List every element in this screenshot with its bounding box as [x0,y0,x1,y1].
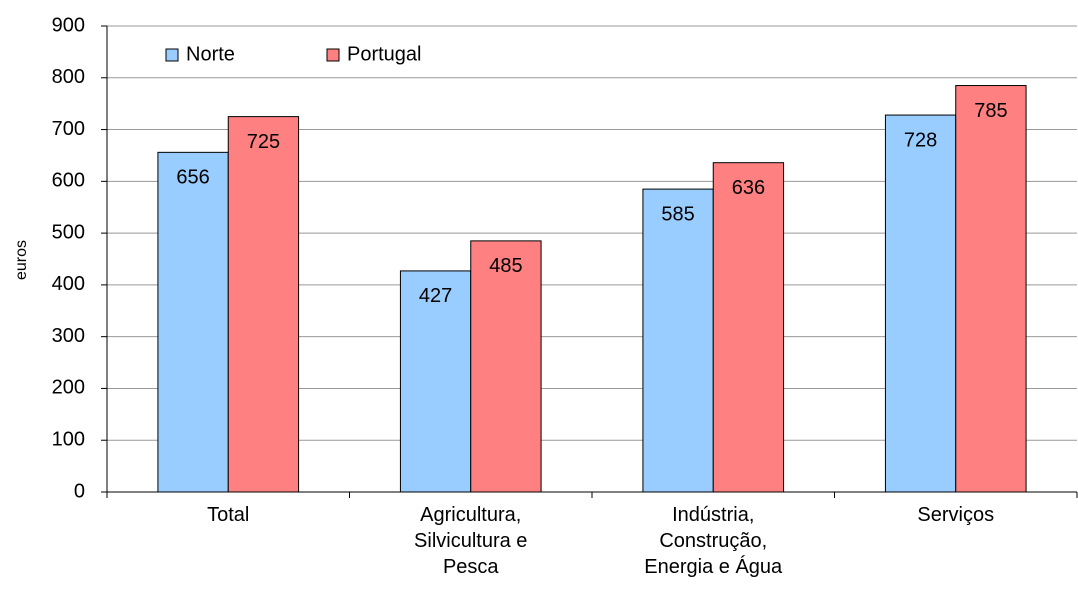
y-axis-label: euros [13,240,30,280]
y-tick-label: 100 [52,429,85,451]
x-tick-label-line: Total [207,504,249,526]
value-label: 427 [419,285,452,307]
y-tick-label: 500 [52,221,85,243]
value-label: 656 [176,167,209,189]
legend-swatch [165,48,179,62]
x-tick-label-line: Indústria, [672,504,754,526]
x-tick-label-line: Silvicultura e [414,530,527,552]
bar [157,151,229,493]
value-label: 585 [661,203,694,225]
x-tick-label: Agricultura, Silvicultura e Pesca [414,504,527,578]
bar [642,188,714,493]
bar [712,162,785,493]
x-tick-label-line: Pesca [443,556,499,578]
y-tick-label: 0 [74,480,85,502]
x-tick-label-line: Energia e Água [644,555,783,578]
bar [884,114,957,493]
y-tick-label: 400 [52,273,85,295]
value-label: 728 [904,129,937,151]
legend-swatch [326,48,340,62]
x-tick-label: Indústria, Construção, Energia e Água [644,504,783,578]
x-tick-label: Total [207,504,249,526]
x-tick-label-line: Serviços [917,504,994,526]
bar [470,240,542,493]
y-tick-label: 700 [52,118,85,140]
legend-label: Portugal [347,43,422,65]
x-tick-label-line: Agricultura, [420,504,521,526]
y-tick-label: 200 [52,377,85,399]
bar [399,270,472,493]
y-tick-label: 800 [52,66,85,88]
x-tick-label: Serviços [917,504,994,526]
value-label: 636 [732,177,765,199]
y-tick-label: 300 [52,325,85,347]
y-tick-label: 600 [52,170,85,192]
y-tick-label: 900 [52,14,85,36]
bar [955,85,1027,493]
value-label: 725 [247,131,280,153]
value-label: 485 [489,255,522,277]
legend-label: Norte [186,43,235,65]
x-tick-label-line: Construção, [659,530,767,552]
value-label: 785 [974,100,1007,122]
bar [227,116,300,493]
